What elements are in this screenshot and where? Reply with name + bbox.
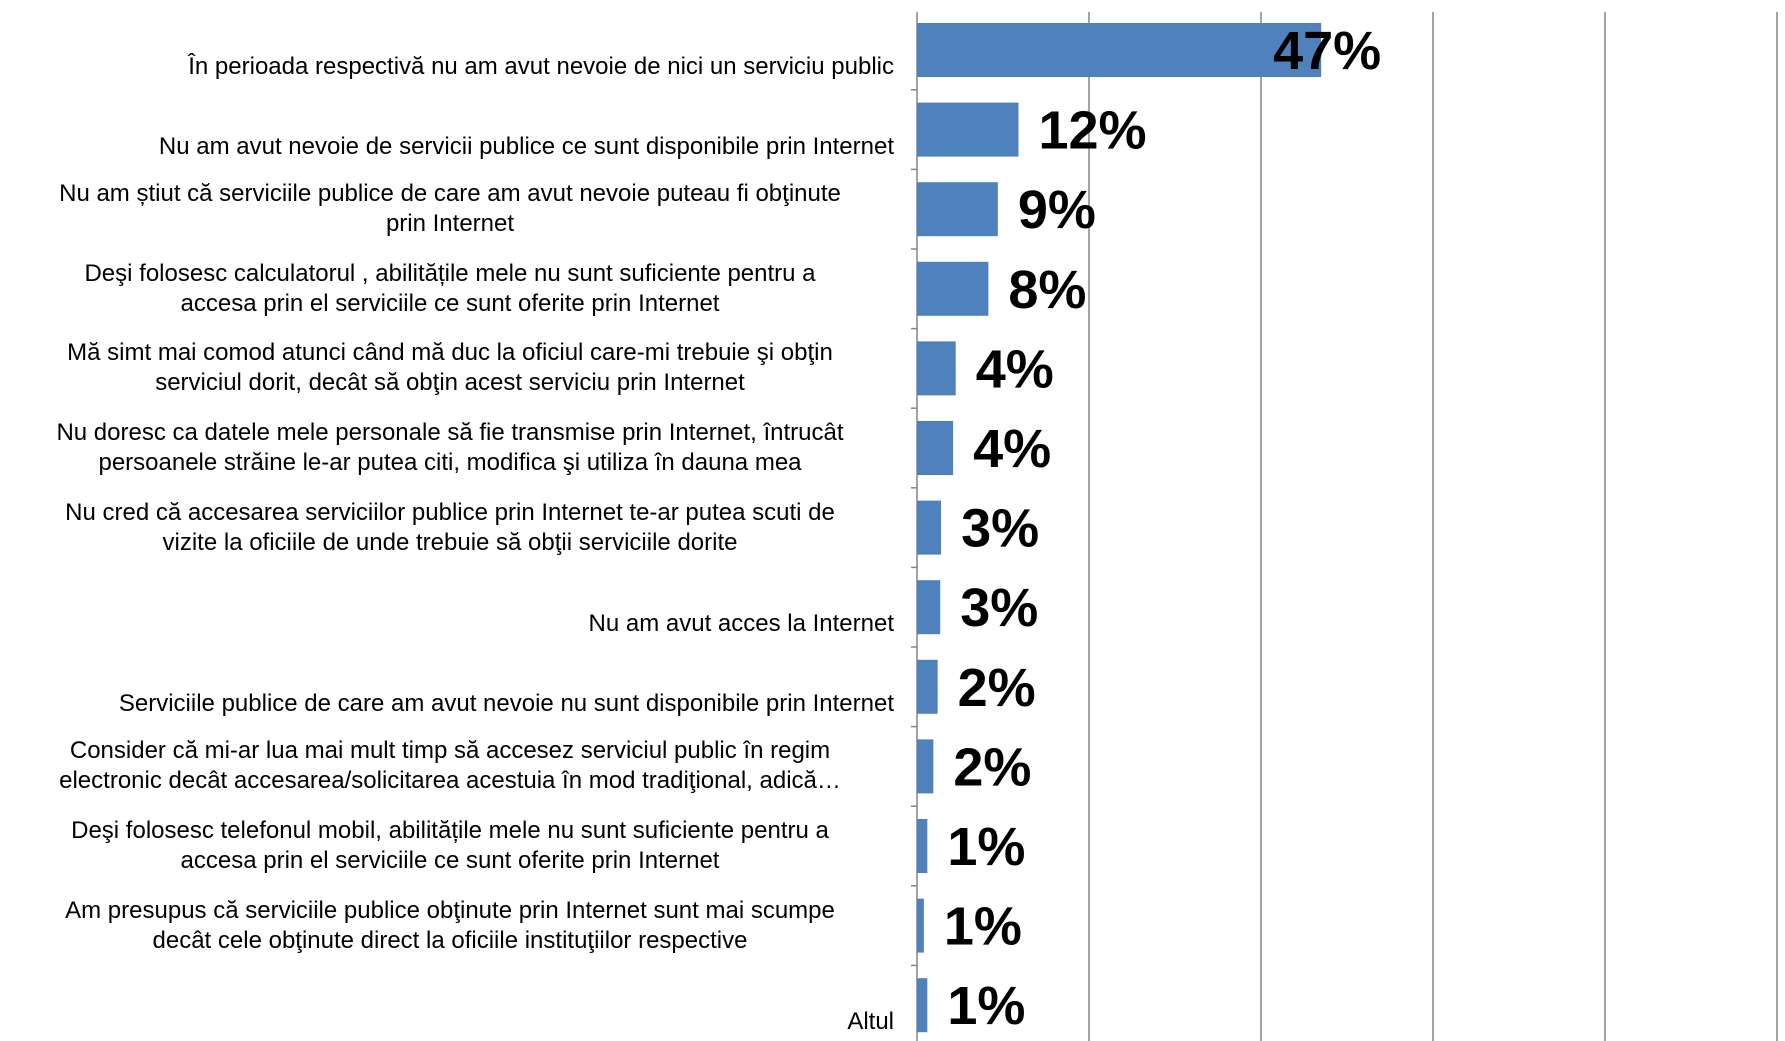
category-label-line: persoanele străine le-ar putea citi, mod… <box>98 449 802 476</box>
data-label: 12% <box>1038 101 1146 161</box>
data-label: 9% <box>1018 180 1096 240</box>
data-label: 4% <box>976 339 1054 399</box>
category-label-line: Nu am știut că serviciile publice de car… <box>59 180 841 208</box>
category-label-line: serviciul dorit, decât să obţin acest se… <box>155 369 745 397</box>
category-label-line: Nu doresc ca datele mele personale să fi… <box>56 419 844 446</box>
category-label: Serviciile publice de care am avut nevoi… <box>6 655 894 719</box>
bar <box>917 978 928 1033</box>
category-label: Deşi folosesc calculatorul , abilitățile… <box>6 257 894 321</box>
bar <box>917 421 954 475</box>
category-label: Am presupus că serviciile publice obţinu… <box>6 894 894 958</box>
data-label: 8% <box>1008 260 1086 320</box>
category-label: Deşi folosesc telefonul mobil, abilități… <box>6 814 894 878</box>
bar <box>917 819 928 873</box>
category-label: Mă simt mai comod atunci când mă duc la … <box>6 336 894 400</box>
bar <box>917 580 941 635</box>
bar <box>917 898 924 953</box>
category-label-line: Altul <box>847 1008 894 1036</box>
bar <box>917 261 989 316</box>
data-label: 2% <box>958 658 1036 718</box>
category-label-line: Nu cred că accesarea serviciilor publice… <box>65 498 835 526</box>
category-label: Nu am avut acces la Internet <box>6 575 894 639</box>
data-label: 3% <box>960 578 1038 638</box>
category-label: Nu am știut că serviciile publice de car… <box>6 177 894 241</box>
data-label: 1% <box>947 817 1025 877</box>
data-label: 47% <box>1273 21 1381 81</box>
bar <box>917 659 938 714</box>
category-label-line: Deşi folosesc telefonul mobil, abilități… <box>71 817 829 844</box>
category-label-line: Consider că mi-ar lua mai mult timp să a… <box>69 737 831 765</box>
category-label: Nu doresc ca datele mele personale să fi… <box>6 416 894 480</box>
category-label-line: Deşi folosesc calculatorul , abilitățile… <box>84 259 816 287</box>
category-label: Consider că mi-ar lua mai mult timp să a… <box>6 734 894 798</box>
data-label: 4% <box>973 419 1051 479</box>
data-label: 1% <box>947 976 1025 1036</box>
category-label: Altul <box>6 973 894 1037</box>
bar <box>917 23 1322 77</box>
category-label: Nu am avut nevoie de servicii publice ce… <box>6 98 894 162</box>
category-label-line: Am presupus că serviciile publice obţinu… <box>65 896 835 924</box>
category-label-line: prin Internet <box>385 210 515 238</box>
bar <box>917 739 934 794</box>
category-label-line: Nu am avut acces la Internet <box>588 610 894 638</box>
category-label-line: vizite la oficiile de unde trebuie să ob… <box>162 528 738 556</box>
category-label-line: accesa prin el serviciile ce sunt oferit… <box>180 847 720 874</box>
category-label-line: Mă simt mai comod atunci când mă duc la … <box>67 339 833 367</box>
bar <box>917 500 942 555</box>
data-label: 2% <box>953 737 1031 797</box>
category-label-line: accesa prin el serviciile ce sunt oferit… <box>180 289 720 317</box>
category-label: Nu cred că accesarea serviciilor publice… <box>6 496 894 560</box>
data-label: 1% <box>944 897 1022 957</box>
category-label-line: Nu am avut nevoie de servicii publice ce… <box>158 132 894 160</box>
category-label-line: Serviciile publice de care am avut nevoi… <box>118 689 894 717</box>
bar <box>917 182 998 237</box>
bar <box>917 102 1019 157</box>
category-label: În perioada respectivă nu am avut nevoie… <box>6 18 894 82</box>
data-label: 3% <box>961 499 1039 559</box>
category-label-line: În perioada respectivă nu am avut nevoie… <box>188 53 894 80</box>
category-label-line: decât cele obţinute direct la oficiile i… <box>152 926 748 954</box>
bar <box>917 341 956 396</box>
